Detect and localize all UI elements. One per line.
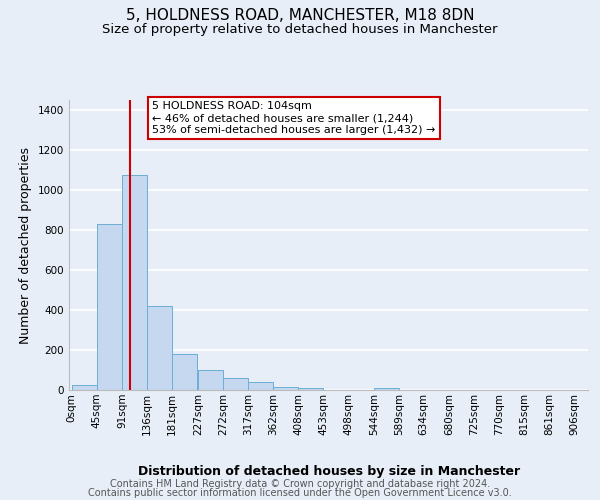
Bar xyxy=(147,306,172,390)
Text: Size of property relative to detached houses in Manchester: Size of property relative to detached ho… xyxy=(102,22,498,36)
Text: Contains HM Land Registry data © Crown copyright and database right 2024.: Contains HM Land Registry data © Crown c… xyxy=(110,479,490,489)
Text: Distribution of detached houses by size in Manchester: Distribution of detached houses by size … xyxy=(138,464,520,477)
Bar xyxy=(248,382,273,390)
Text: 5, HOLDNESS ROAD, MANCHESTER, M18 8DN: 5, HOLDNESS ROAD, MANCHESTER, M18 8DN xyxy=(126,8,474,22)
Text: 5 HOLDNESS ROAD: 104sqm
← 46% of detached houses are smaller (1,244)
53% of semi: 5 HOLDNESS ROAD: 104sqm ← 46% of detache… xyxy=(152,102,436,134)
Y-axis label: Number of detached properties: Number of detached properties xyxy=(19,146,32,344)
Bar xyxy=(72,385,97,390)
Bar xyxy=(273,387,298,390)
Text: Contains public sector information licensed under the Open Government Licence v3: Contains public sector information licen… xyxy=(88,488,512,498)
Bar xyxy=(172,354,197,390)
Bar xyxy=(223,378,248,390)
Bar xyxy=(198,370,223,390)
Bar xyxy=(97,224,122,390)
Bar xyxy=(374,388,399,390)
Bar xyxy=(122,175,147,390)
Bar xyxy=(298,388,323,390)
